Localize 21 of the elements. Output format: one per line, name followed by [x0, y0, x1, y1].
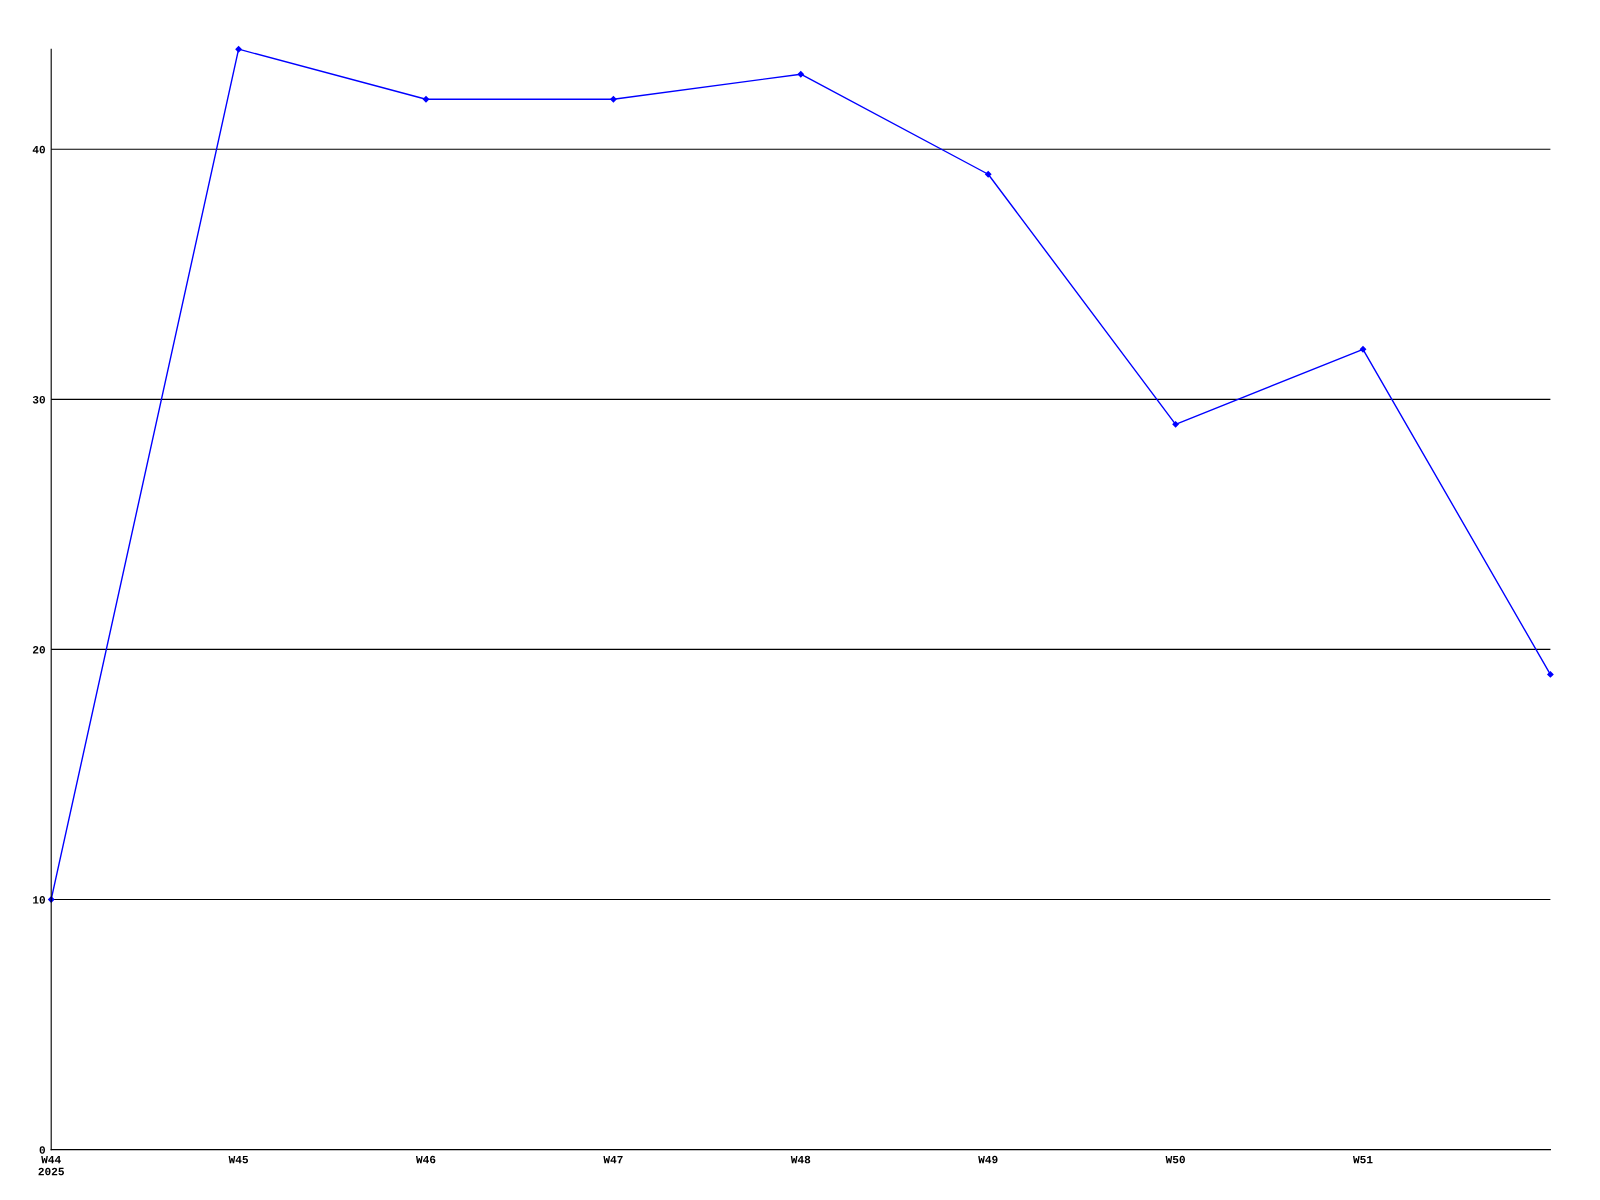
point [985, 171, 992, 178]
y-tick-label: 20 [32, 646, 45, 654]
x-tick-label: W48 [790, 1155, 811, 1164]
point [610, 96, 617, 103]
point [1547, 671, 1554, 678]
y-tick-label: 0 [39, 1146, 45, 1154]
point [235, 46, 242, 53]
x-tick-label: W46 [416, 1155, 436, 1164]
x-tick-label: W45 [228, 1155, 249, 1164]
point [1359, 346, 1367, 353]
point [1172, 421, 1179, 428]
x-tick-label: W49 [978, 1155, 998, 1164]
x-tick-label: W44 2025 [38, 1155, 64, 1176]
y-tick-label: 40 [32, 145, 45, 154]
point [422, 96, 430, 103]
x-tick-label: W50 [1165, 1155, 1185, 1164]
y-tick-label: 10 [33, 896, 45, 904]
x-tick-label: W51 [1353, 1155, 1373, 1164]
x-tick-label: W47 [603, 1155, 623, 1164]
point [797, 71, 804, 78]
y-tick-label: 30 [32, 395, 45, 404]
